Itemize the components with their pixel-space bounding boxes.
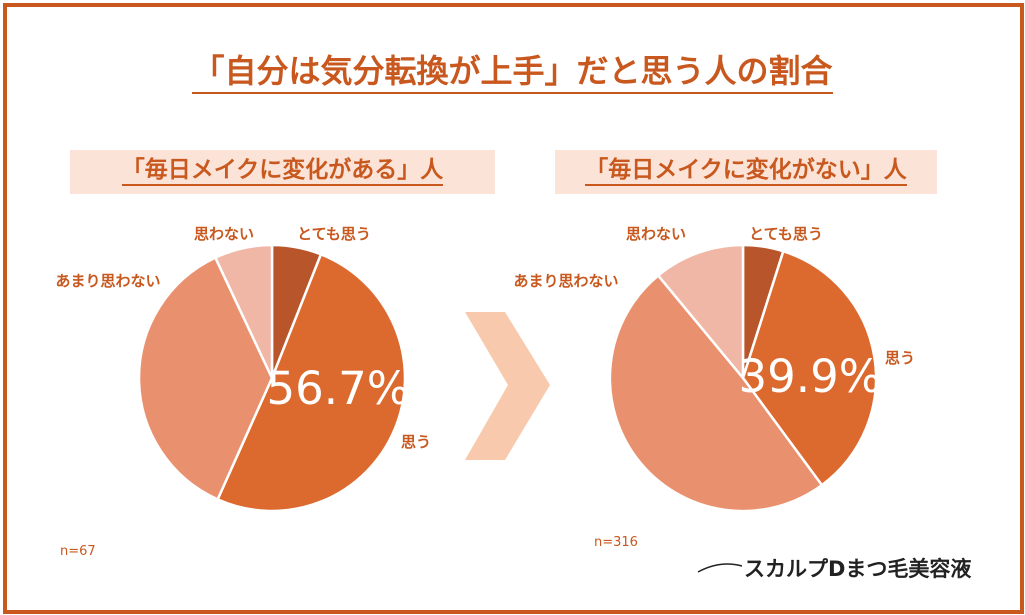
left-pie-slice-omowanai bbox=[213, 243, 274, 379]
right-highlight-percent: 39.9% bbox=[739, 350, 882, 403]
right-pie-slice-omowanai bbox=[656, 243, 745, 382]
page-title: 「自分は気分転換が上手」だと思う人の割合 bbox=[0, 46, 1025, 94]
right-sample-size: n=316 bbox=[594, 535, 638, 550]
left-label-totemo-omou: とても思う bbox=[297, 225, 371, 243]
right-chart-header: 「毎日メイクに変化がない」人 bbox=[555, 150, 937, 194]
right-label-omou: 思う bbox=[885, 349, 915, 367]
left-label-amari-omowanai: あまり思わない bbox=[55, 272, 160, 290]
brand-name: スカルプDまつ毛美容液 bbox=[744, 557, 972, 581]
left-highlight-percent: 56.7% bbox=[267, 362, 410, 415]
right-label-totemo-omou: とても思う bbox=[749, 225, 823, 243]
left-chart-title: 「毎日メイクに変化がある」人 bbox=[121, 156, 444, 186]
right-chart-title: 「毎日メイクに変化がない」人 bbox=[585, 156, 907, 186]
brand-logo-icon bbox=[697, 563, 743, 573]
left-pie-slice-omou bbox=[215, 252, 407, 513]
left-label-omou: 思う bbox=[401, 433, 431, 451]
left-sample-size: n=67 bbox=[60, 544, 96, 559]
left-chart-header: 「毎日メイクに変化がある」人 bbox=[70, 150, 495, 194]
right-pie-slice-amari-omowanai bbox=[608, 273, 824, 513]
right-label-omowanai: 思わない bbox=[626, 225, 686, 243]
right-label-amari-omowanai: あまり思わない bbox=[513, 272, 618, 290]
right-pie-slice-omou bbox=[741, 249, 878, 487]
right-pie-chart bbox=[608, 243, 878, 513]
left-pie-chart bbox=[137, 243, 407, 513]
left-pie-slice-amari-omowanai bbox=[137, 255, 274, 502]
outer-frame bbox=[3, 3, 1024, 614]
left-label-omowanai: 思わない bbox=[194, 225, 254, 243]
page-title-text: 「自分は気分転換が上手」だと思う人の割合 bbox=[192, 52, 833, 94]
comparison-arrow-icon bbox=[465, 312, 550, 460]
